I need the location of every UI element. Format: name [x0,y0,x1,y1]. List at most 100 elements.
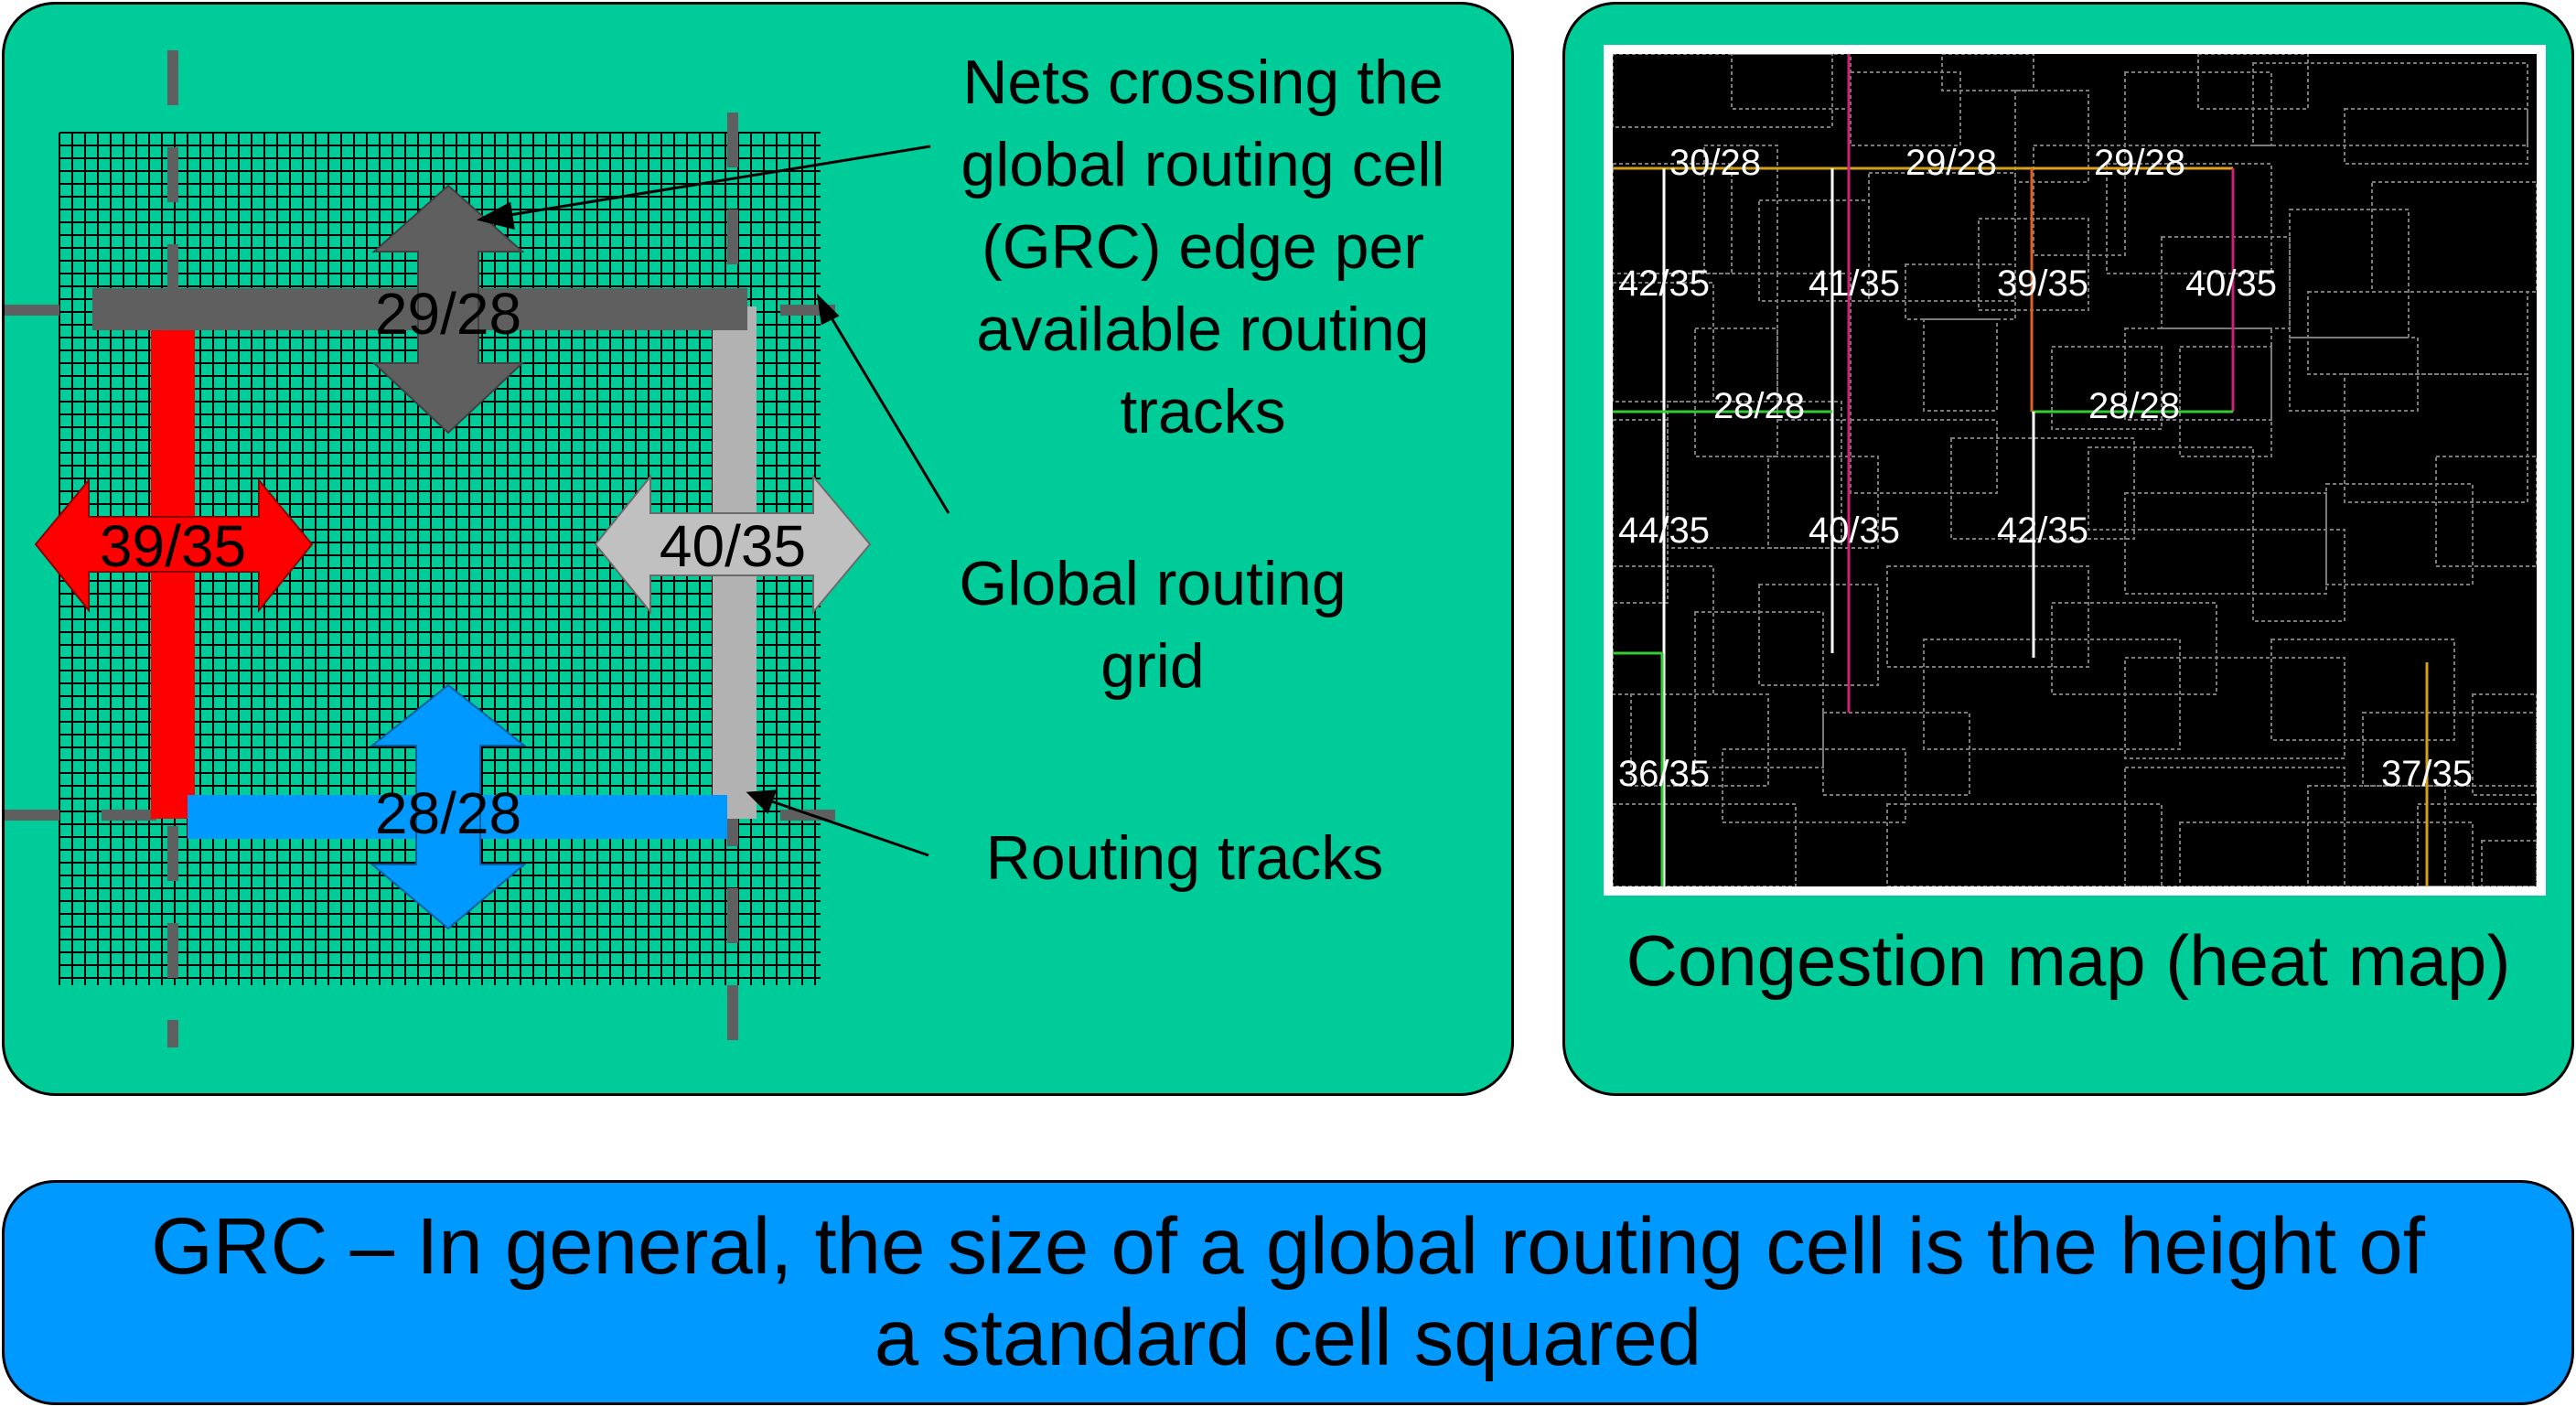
cell-outline [1731,54,1852,110]
cell-outline [2307,291,2528,375]
grc-diagram-panel: 29/28 39/35 40/35 28/28 Nets crossing th… [2,2,1514,1096]
nets-crossing-line-5: tracks [1120,377,1286,446]
cell-outline [2289,337,2419,412]
nets-crossing-line-4: available routing [976,295,1430,364]
cell-outline [2161,236,2291,329]
pointer-routing-tracks-head [746,789,778,814]
cell-outline [2033,145,2126,256]
cell-outline [2325,483,2474,585]
cell-outline [2371,181,2537,293]
nets-crossing-label: Nets crossing the global routing cell (G… [906,41,1500,453]
congestion-map-panel: 30/28 29/28 29/28 42/35 41/35 39/35 40/35 28/28… [1562,2,2574,1096]
congestion-cell-label: 42/35 [1997,510,2088,551]
cell-outline [2252,529,2345,622]
cell-outline [1776,273,1852,421]
congestion-cell-label: 37/35 [2381,754,2473,794]
congestion-map: 30/28 29/28 29/28 42/35 41/35 39/35 40/35 28/28… [1613,54,2537,886]
pointer-nets-crossing-head [476,201,515,231]
cell-outline [1868,172,2016,302]
cell-outline [2417,803,2537,886]
cell-outline [1613,803,1797,886]
cell-outline [2051,346,2163,430]
routing-tracks-label: Routing tracks [985,823,1384,893]
congestion-cell-label: 41/35 [1809,263,1900,304]
cell-outline [1630,693,1769,787]
cell-outline [1722,748,1906,823]
cell-outline [2481,840,2537,886]
cell-outline [1923,639,2181,750]
cell-outline [1822,712,1970,796]
cell-outline [2088,446,2254,531]
cell-outline [2124,767,2345,886]
cell-outline [2014,90,2089,183]
congestion-cell-label: 28/28 [2088,386,2180,426]
cell-outline [1905,263,2016,320]
cell-outline [2124,657,2345,759]
global-routing-grid-label: Global routing grid [906,542,1400,707]
congestion-cell-label: 40/35 [2185,263,2277,304]
global-routing-grid-line-2: grid [1100,631,1205,701]
grc-definition-text: GRC – In general, the size of a global r… [151,1201,2425,1384]
cell-outline [2179,821,2474,886]
grc-diagram: 29/28 39/35 40/35 28/28 [5,50,950,1057]
cell-outline [2051,602,2217,695]
grc-definition-line-1: GRC – In general, the size of a global r… [151,1202,2425,1291]
pointer-nets-crossing [498,145,931,219]
cell-outline [2289,209,2410,338]
left-edge-value: 39/35 [100,513,246,579]
grc-definition-line-2: a standard cell squared [874,1294,1702,1382]
bottom-edge-arrow [370,683,527,930]
top-edge-arrow [371,184,525,435]
top-edge-value: 29/28 [375,281,521,347]
cell-outline [1694,327,1778,457]
congestion-cell-label: 42/35 [1618,263,1710,304]
cell-outline [1703,145,1778,274]
congestion-cell-label: 39/35 [1997,263,2088,304]
right-edge-arrow [594,474,872,615]
cell-outline [1613,54,1833,128]
cell-outline [2270,639,2455,741]
left-edge-arrow [34,478,314,613]
cell-outline [2362,712,2537,787]
congestion-map-frame: 30/28 29/28 29/28 42/35 41/35 39/35 40/35 28/28… [1604,45,2546,896]
cell-outline [1941,54,2034,91]
cell-outlines [1613,54,2537,886]
pointer-global-routing-grid [826,311,950,514]
cell-outline [1767,456,1879,549]
congestion-edges [1613,54,2429,886]
global-routing-grid-line-1: Global routing [959,549,1347,618]
bottom-edge-value: 28/28 [375,780,521,846]
congestion-cell-label: 30/28 [1669,143,1761,183]
congestion-cell-label: 36/35 [1618,754,1710,794]
cell-outline [1758,584,1879,686]
cell-outline [2252,62,2528,146]
congestion-cell-label: 28/28 [1713,386,1805,426]
right-edge-value: 40/35 [660,513,806,579]
cell-outline [2344,108,2528,165]
cell-outline [1850,419,1998,494]
pointer-global-routing-grid-head [816,293,840,326]
pointer-routing-tracks [757,795,929,857]
congestion-cell-label: 44/35 [1618,510,1710,551]
cell-outline [2307,785,2446,886]
nets-crossing-line-2: global routing cell [961,130,1445,199]
cell-outline [1886,803,2163,886]
cell-outline [2344,373,2528,503]
grc-definition-banner: GRC – In general, the size of a global r… [2,1180,2574,1405]
cell-outline [1950,437,2135,540]
cell-outline [2124,492,2327,595]
congestion-cell-labels: 30/28 29/28 29/28 42/35 41/35 39/35 40/35 28/28… [1618,143,2473,794]
cell-outline [1613,419,1669,604]
congestion-cell-label: 40/35 [1809,510,1900,551]
annotation-pointers [476,145,950,857]
congestion-map-caption: Congestion map (heat map) [1626,920,2511,1001]
cell-outline [1923,318,1998,412]
nets-crossing-line-1: Nets crossing the [962,48,1444,117]
cell-outline [2106,163,2272,274]
cell-outline [1850,71,1961,146]
congestion-cell-label: 29/28 [2094,143,2185,183]
cell-outline [2472,693,2537,796]
nets-crossing-line-3: (GRC) edge per [982,212,1424,282]
cell-outline [1613,163,1733,274]
cell-outline [1667,401,1842,549]
